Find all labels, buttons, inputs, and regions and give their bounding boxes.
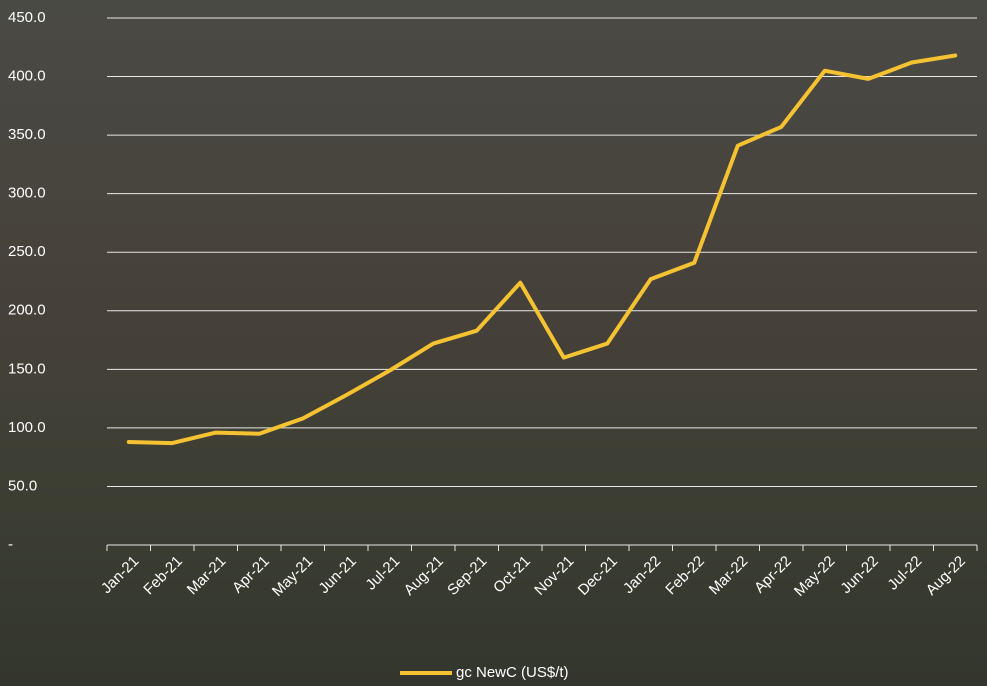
y-tick-label: 300.0	[8, 185, 46, 202]
y-tick-label: 450.0	[8, 9, 46, 26]
y-tick-label: 250.0	[8, 243, 46, 260]
y-tick-label: -	[8, 536, 13, 553]
y-tick-label: 100.0	[8, 419, 46, 436]
y-tick-label: 350.0	[8, 126, 46, 143]
line	[126, 53, 958, 446]
y-tick-label: 400.0	[8, 68, 46, 85]
legend-label: gc NewC (US$/t)	[456, 664, 569, 681]
y-tick-label: 50.0	[8, 477, 37, 494]
y-tick-label: 200.0	[8, 302, 46, 319]
y-tick-label: 150.0	[8, 360, 46, 377]
